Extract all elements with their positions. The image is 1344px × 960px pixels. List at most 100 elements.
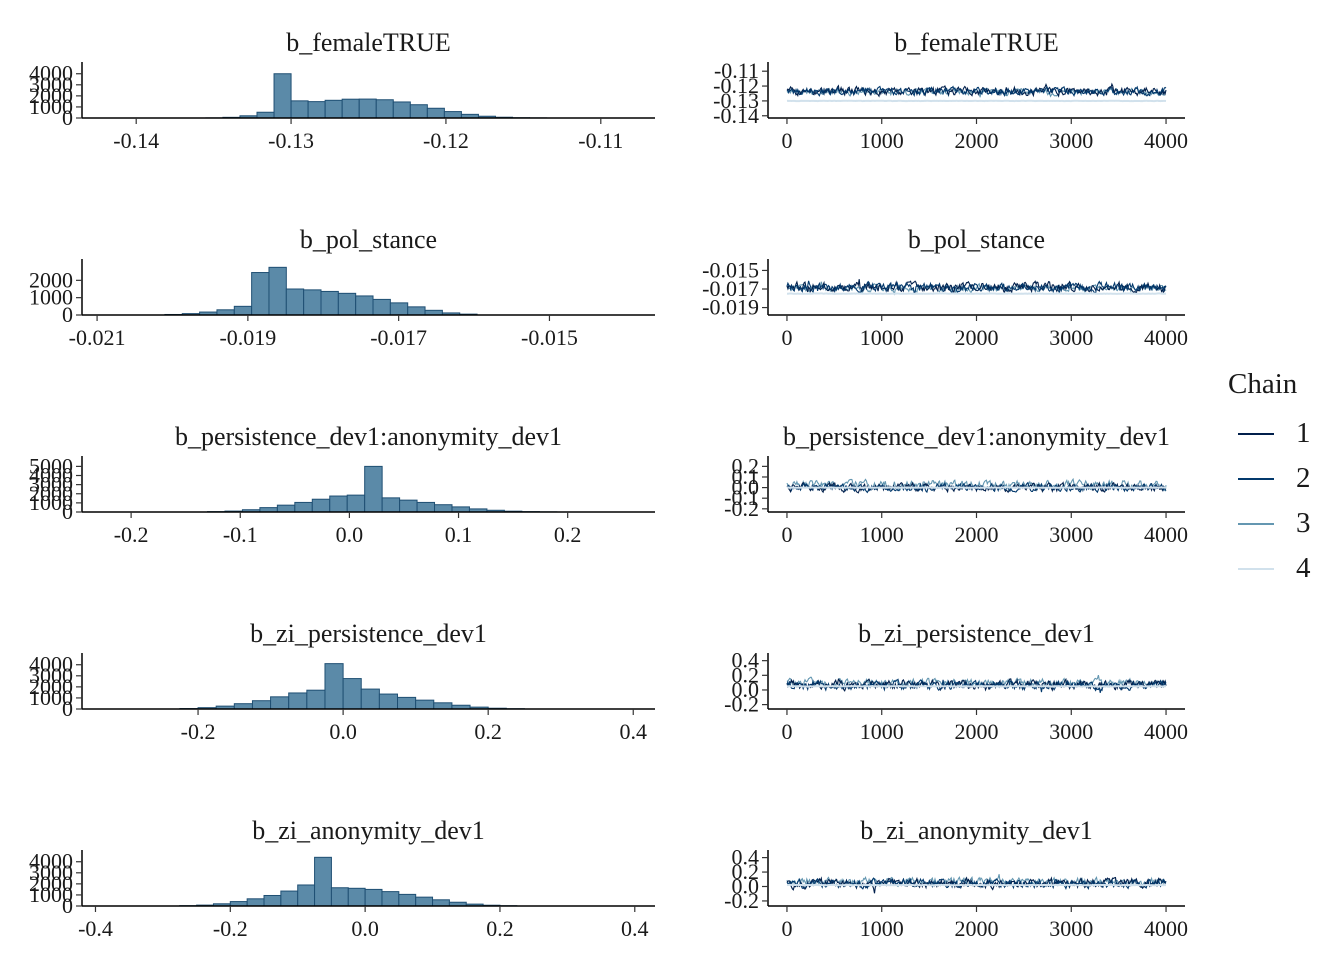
histogram-bar — [415, 896, 434, 907]
x-tick-label: 4000 — [1144, 719, 1188, 744]
x-tick-label: -0.13 — [268, 128, 314, 153]
x-tick-label: 1000 — [860, 128, 904, 153]
x-tick-label: 0.2 — [474, 719, 502, 744]
y-tick-label: 3000 — [29, 663, 73, 688]
legend-label: 1 — [1296, 417, 1311, 449]
y-tick-label: 3000 — [29, 472, 73, 497]
y-tick-label: -0.14 — [713, 103, 759, 128]
legend-key-chain-3 — [1238, 522, 1274, 525]
trace-line-chain-1 — [786, 481, 1167, 494]
x-tick-label: 1000 — [860, 522, 904, 547]
trace-line-chain-4 — [786, 292, 1167, 295]
y-tick-label: 0.4 — [732, 845, 760, 870]
y-tick-label: 0 — [62, 499, 73, 524]
x-tick-label: 2000 — [955, 325, 999, 350]
y-tick-label: 4000 — [29, 652, 73, 677]
histogram-bar — [297, 884, 316, 907]
panel-title: b_zi_persistence_dev1 — [858, 619, 1095, 648]
x-tick-label: -0.2 — [181, 719, 216, 744]
histogram-bar — [443, 111, 462, 119]
x-tick-label: 2000 — [955, 719, 999, 744]
panel-title: b_zi_persistence_dev1 — [250, 619, 487, 648]
y-tick-label: 4000 — [29, 61, 73, 86]
trace-line-chain-2 — [786, 280, 1167, 295]
y-tick-label: -0.2 — [724, 692, 759, 717]
histogram-bar — [290, 100, 309, 119]
y-tick-label: 0 — [62, 105, 73, 130]
histogram-bar — [314, 856, 332, 907]
histogram-bar — [451, 506, 470, 513]
histogram-bar — [398, 893, 417, 907]
histogram-bar — [381, 497, 401, 513]
y-tick-label: 0 — [62, 696, 73, 721]
histogram-bar — [263, 894, 282, 907]
y-tick-label: -0.11 — [714, 58, 759, 83]
histogram-bar — [324, 663, 344, 710]
x-tick-label: -0.4 — [78, 916, 113, 941]
panel-hist-2: b_persistence_dev1:anonymity_dev1 -0.2 -0.… — [29, 422, 655, 547]
histogram-bar — [409, 104, 428, 119]
histogram-bar — [330, 887, 349, 907]
panel-hist-3: b_zi_persistence_dev1 -0.2 0.0 0.2 0.4 010002… — [29, 619, 655, 744]
x-tick-label: 0.4 — [619, 719, 647, 744]
histogram-bar — [329, 495, 348, 513]
trace-line-chain-4 — [786, 486, 1167, 489]
histogram-bar — [381, 891, 400, 907]
x-tick-label: 0.0 — [336, 522, 364, 547]
x-tick-label: -0.2 — [213, 916, 248, 941]
x-tick-label: 0 — [781, 916, 792, 941]
histogram-bar — [397, 696, 417, 710]
x-tick-label: -0.021 — [69, 325, 126, 350]
histogram-bar — [416, 501, 436, 513]
x-tick-label: 1000 — [860, 916, 904, 941]
histogram-bar — [341, 98, 360, 119]
x-tick-label: 4000 — [1144, 522, 1188, 547]
y-tick-label: 2000 — [29, 674, 73, 699]
trace-line-chain-4 — [787, 684, 1166, 688]
x-tick-label: -0.2 — [114, 522, 149, 547]
histogram-bar — [280, 890, 299, 907]
histogram-bar — [294, 501, 313, 513]
y-tick-label: 3000 — [29, 72, 73, 97]
histogram-bar — [233, 305, 253, 316]
histogram-bar — [392, 101, 411, 119]
y-tick-label: 2000 — [29, 871, 73, 896]
histogram-bar — [432, 899, 450, 907]
histogram-bar — [426, 107, 445, 119]
y-tick-label: -0.12 — [713, 73, 759, 98]
histogram-bar — [268, 266, 287, 316]
x-tick-label: 0 — [781, 522, 792, 547]
y-tick-label: 0.4 — [732, 648, 760, 673]
x-tick-label: -0.11 — [578, 128, 623, 153]
y-tick-label: 0.1 — [732, 464, 760, 489]
chain-legend: Chain 1 2 3 4 — [1228, 368, 1338, 591]
histogram-bar — [270, 696, 290, 710]
histogram-bar — [320, 290, 339, 316]
x-tick-label: 4000 — [1144, 128, 1188, 153]
y-tick-label: 0 — [62, 302, 73, 327]
x-tick-label: 0.4 — [621, 916, 649, 941]
legend-label: 2 — [1296, 462, 1311, 494]
histogram-bar — [342, 678, 362, 710]
x-tick-label: -0.1 — [223, 522, 258, 547]
y-tick-label: 2000 — [29, 481, 73, 506]
panel-trace-2: b_persistence_dev1:anonymity_dev1 0 1000 20… — [724, 422, 1188, 547]
histogram-bar — [375, 99, 394, 119]
y-tick-label: 0.0 — [732, 677, 760, 702]
y-tick-label: -0.015 — [702, 257, 759, 282]
histogram-bar — [233, 703, 253, 710]
histogram-bar — [347, 887, 366, 907]
histogram-bar — [389, 302, 409, 316]
y-tick-label: -0.019 — [702, 295, 759, 320]
histogram-bar — [276, 504, 296, 513]
y-tick-label: -0.1 — [724, 485, 759, 510]
panel-title: b_persistence_dev1:anonymity_dev1 — [783, 422, 1170, 451]
panel-title: b_persistence_dev1:anonymity_dev1 — [175, 422, 562, 451]
histogram-bar — [311, 498, 331, 513]
panel-hist-0: b_femaleTRUE -0.14 -0.13 -0.12 -0.11 01000200… — [29, 28, 655, 153]
x-tick-label: 3000 — [1049, 522, 1093, 547]
legend-key-chain-2 — [1238, 477, 1274, 480]
histogram-bar — [399, 499, 418, 513]
histogram-bar — [355, 295, 374, 316]
